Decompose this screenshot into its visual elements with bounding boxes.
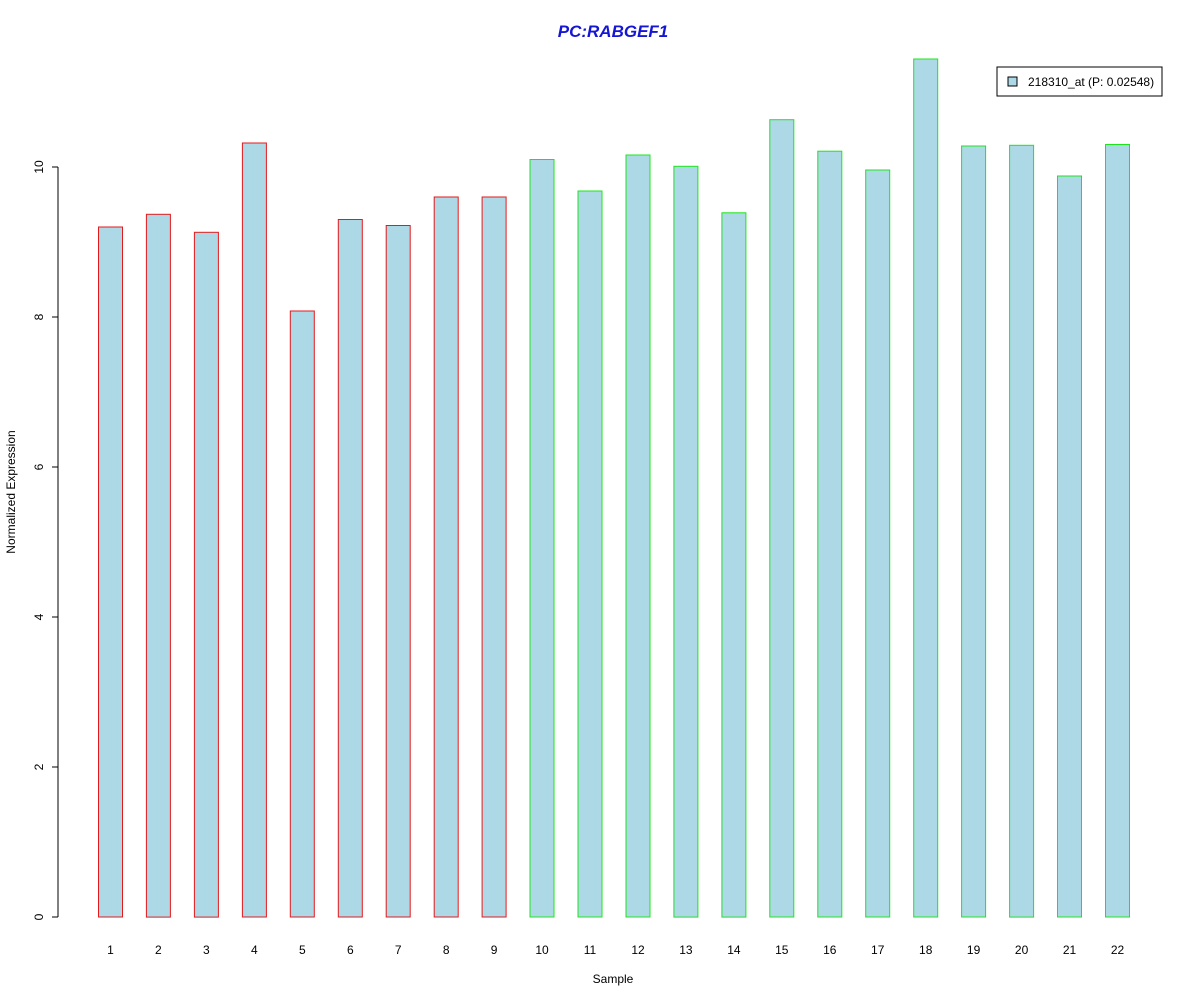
bar-sample-7 — [385, 225, 411, 918]
y-axis-title: Normalized Expression — [4, 430, 18, 553]
bar-sample-20 — [1009, 144, 1035, 918]
legend-swatch — [1007, 76, 1018, 87]
y-tick-label: 0 — [32, 913, 46, 920]
bar-sample-14 — [721, 212, 747, 918]
legend-box — [996, 66, 1163, 97]
x-tick-label: 1 — [107, 943, 114, 957]
x-tick-label: 12 — [631, 943, 645, 957]
x-tick-label: 10 — [535, 943, 549, 957]
x-tick-label: 8 — [443, 943, 450, 957]
x-tick-label: 11 — [584, 943, 597, 957]
y-tick-label: 10 — [32, 160, 46, 174]
bar-sample-4 — [241, 142, 267, 918]
x-tick-label: 18 — [919, 943, 933, 957]
x-tick-label: 17 — [871, 943, 885, 957]
x-tick-label: 21 — [1063, 943, 1077, 957]
x-tick-labels: 1 2 3 4 5 6 7 8 9 10 11 12 13 14 15 16 17 18 19 20 21 22 — [107, 943, 1124, 957]
bar-sample-17 — [865, 169, 891, 918]
x-tick-label: 6 — [347, 943, 354, 957]
bar-sample-13 — [673, 165, 699, 918]
bar-sample-16 — [817, 150, 843, 918]
x-tick-label: 9 — [491, 943, 498, 957]
x-tick-label: 22 — [1111, 943, 1125, 957]
legend: 218310_at (P: 0.02548) — [996, 66, 1163, 97]
legend-label: 218310_at (P: 0.02548) — [1028, 75, 1154, 89]
bar-sample-15 — [769, 119, 795, 918]
bar-sample-9 — [481, 196, 507, 918]
x-tick-label: 7 — [395, 943, 402, 957]
x-tick-label: 5 — [299, 943, 306, 957]
bar-sample-21 — [1057, 175, 1082, 918]
bar-sample-18 — [913, 58, 939, 918]
bar-sample-22 — [1105, 144, 1130, 918]
bar-sample-10 — [529, 159, 555, 918]
bar-sample-2 — [145, 213, 171, 918]
bar-sample-3 — [193, 231, 219, 918]
y-tick-label: 6 — [32, 463, 46, 470]
x-tick-label: 14 — [727, 943, 741, 957]
bars-group — [98, 58, 1130, 918]
x-tick-label: 13 — [679, 943, 693, 957]
y-axis: 0 2 4 6 8 10 — [32, 160, 59, 920]
x-tick-label: 15 — [775, 943, 789, 957]
bar-sample-5 — [289, 310, 315, 918]
x-axis-title: Sample — [593, 972, 634, 986]
x-tick-label: 2 — [155, 943, 162, 957]
x-tick-label: 20 — [1015, 943, 1029, 957]
x-tick-label: 19 — [967, 943, 981, 957]
bar-sample-1 — [98, 226, 123, 918]
y-tick-label: 8 — [32, 313, 46, 320]
y-tick-label: 4 — [32, 613, 46, 620]
bar-sample-19 — [961, 145, 987, 918]
bar-sample-11 — [577, 190, 603, 918]
chart-title: PC:RABGEF1 — [558, 22, 669, 41]
bar-sample-6 — [337, 219, 363, 918]
x-tick-label: 4 — [251, 943, 258, 957]
y-tick-label: 2 — [32, 763, 46, 770]
x-tick-label: 16 — [823, 943, 837, 957]
x-tick-label: 3 — [203, 943, 210, 957]
bar-sample-12 — [625, 154, 651, 918]
bar-sample-8 — [433, 196, 459, 918]
